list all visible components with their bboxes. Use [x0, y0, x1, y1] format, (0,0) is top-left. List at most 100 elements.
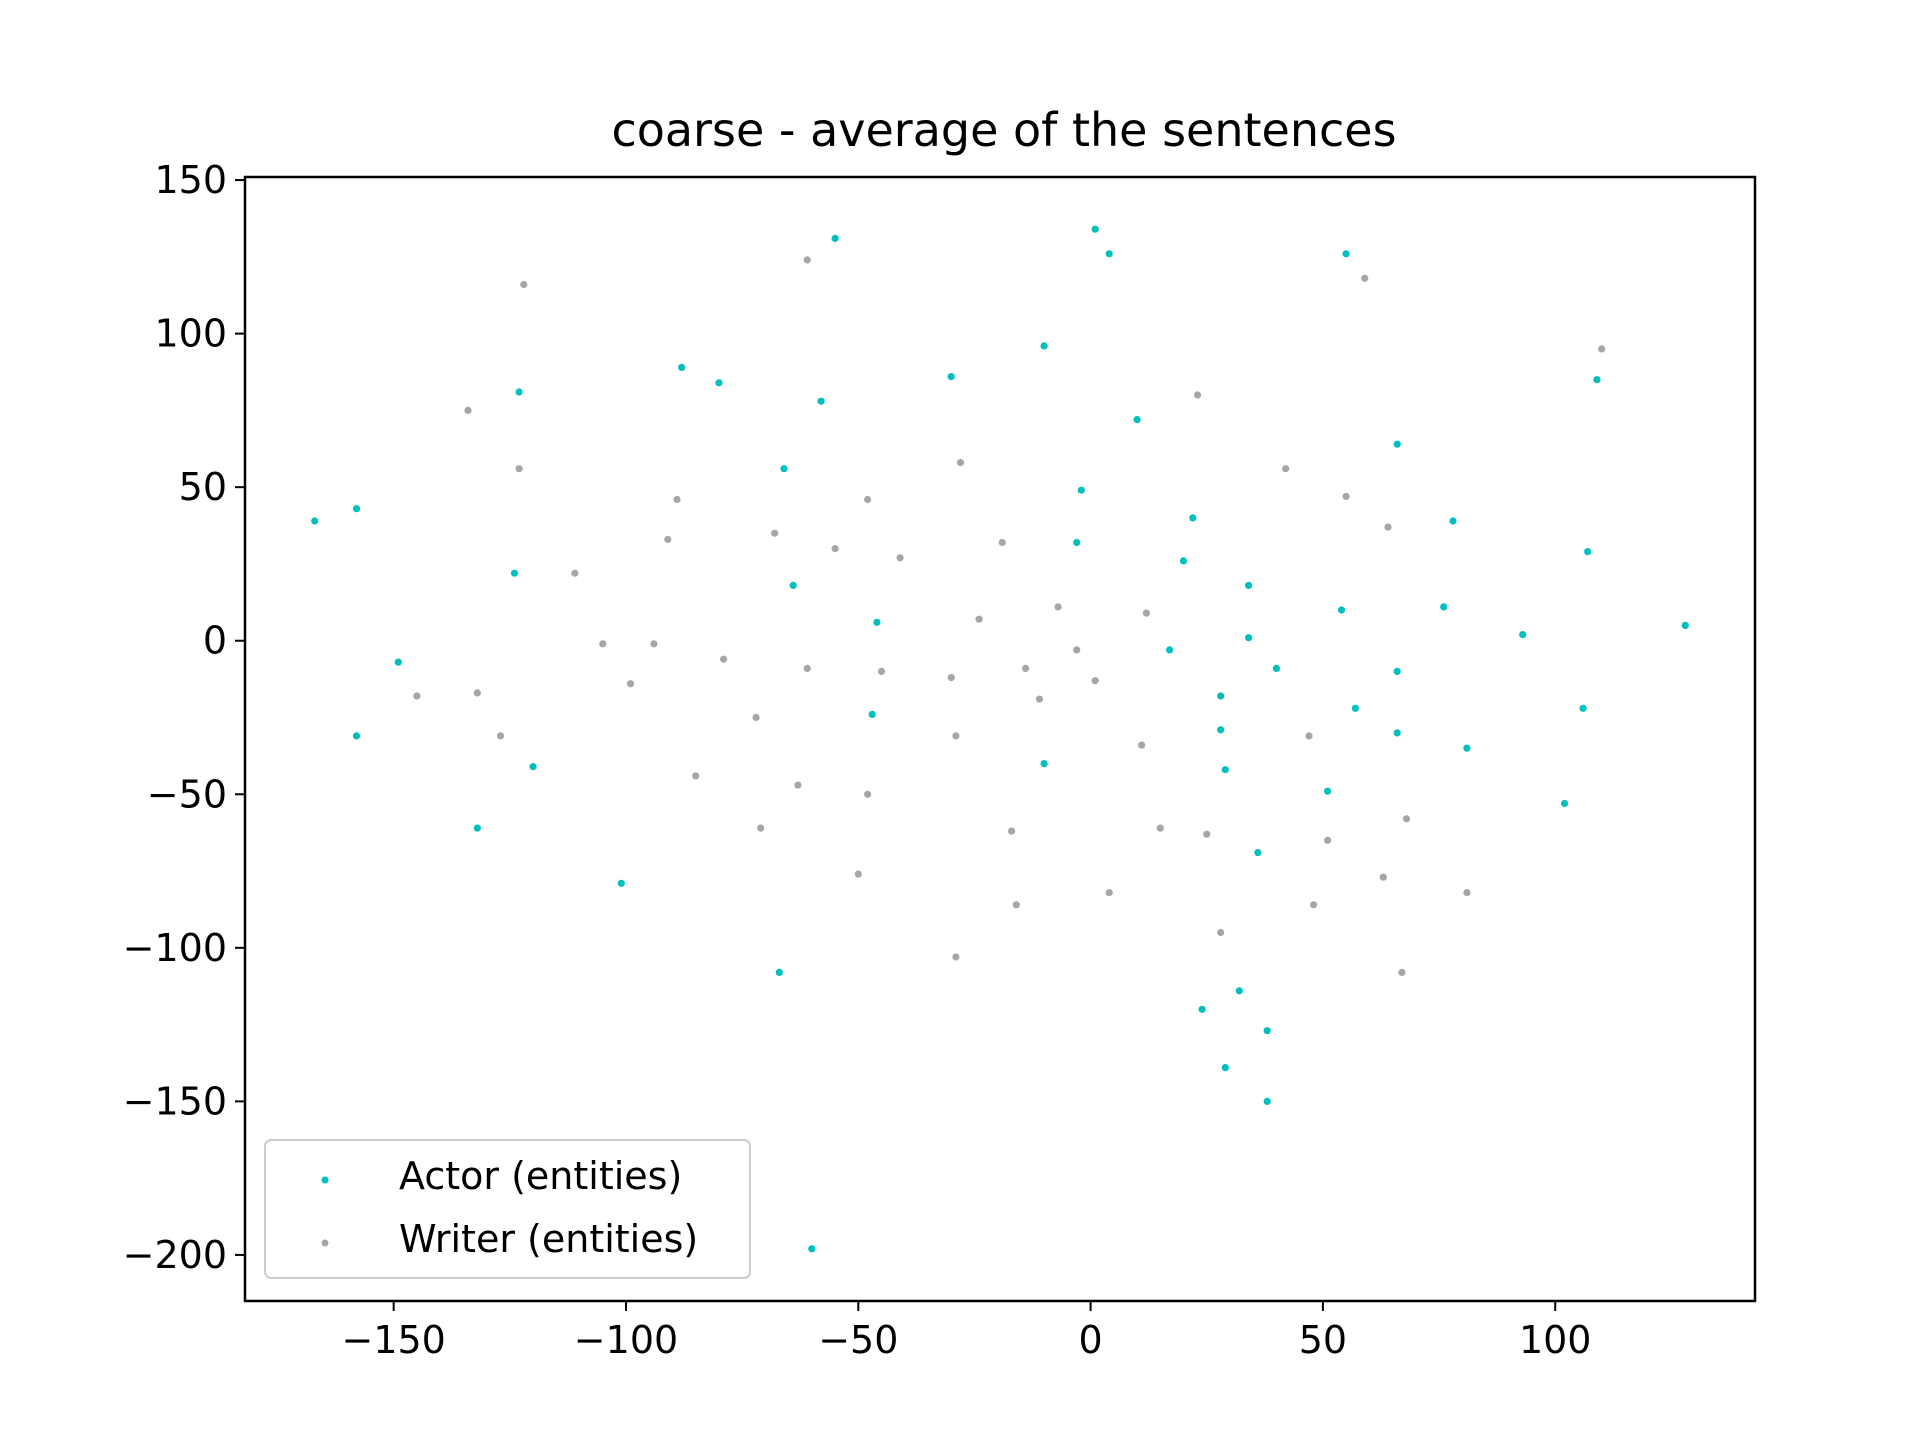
point-writer-2 — [1361, 274, 1369, 282]
chart-title: coarse - average of the sentences — [611, 103, 1396, 157]
point-writer-41 — [794, 781, 802, 789]
point-writer-27 — [877, 667, 886, 676]
y-tick-label: −100 — [123, 926, 227, 970]
point-writer-54 — [1310, 901, 1318, 909]
point-actor-42 — [1463, 744, 1471, 752]
point-actor-38 — [868, 710, 876, 719]
point-actor-24 — [1245, 581, 1253, 590]
point-actor-28 — [1681, 621, 1689, 630]
point-actor-51 — [775, 968, 783, 977]
point-actor-39 — [1217, 726, 1225, 734]
point-writer-26 — [803, 664, 811, 673]
point-actor-13 — [780, 465, 788, 473]
point-writer-3 — [1598, 345, 1606, 353]
point-writer-24 — [1073, 646, 1081, 654]
point-actor-37 — [1579, 704, 1587, 712]
point-actor-43 — [1040, 760, 1048, 768]
point-writer-36 — [496, 732, 505, 740]
point-writer-49 — [854, 870, 862, 878]
point-writer-5 — [464, 406, 472, 414]
point-actor-41 — [352, 732, 361, 740]
point-actor-9 — [515, 388, 523, 396]
point-actor-45 — [1221, 766, 1229, 774]
legend-marker-writer — [321, 1239, 329, 1247]
y-tick-label: −50 — [147, 772, 227, 816]
point-actor-27 — [873, 618, 881, 626]
point-writer-17 — [896, 554, 904, 562]
point-writer-6 — [956, 459, 965, 467]
point-actor-8 — [817, 397, 825, 405]
point-writer-52 — [1463, 889, 1471, 897]
point-actor-20 — [1584, 548, 1592, 556]
point-actor-50 — [617, 879, 625, 887]
point-writer-38 — [1305, 732, 1313, 740]
point-writer-22 — [599, 640, 607, 648]
point-writer-10 — [864, 495, 872, 504]
point-actor-29 — [1519, 631, 1527, 639]
point-writer-31 — [627, 680, 635, 688]
point-writer-45 — [757, 824, 765, 832]
x-axis: −150 −100 −50 0 50 100 — [341, 1301, 1591, 1362]
point-writer-34 — [1035, 695, 1044, 703]
point-actor-33 — [1272, 664, 1280, 673]
point-writer-55 — [1217, 928, 1225, 937]
y-tick-label: 50 — [179, 465, 227, 509]
point-actor-26 — [1337, 606, 1346, 614]
point-writer-44 — [1156, 824, 1164, 832]
point-actor-10 — [1593, 376, 1601, 384]
point-actor-32 — [394, 658, 402, 666]
point-actor-15 — [352, 505, 361, 513]
legend: Actor (entities) Writer (entities) — [264, 1139, 751, 1279]
point-actor-22 — [510, 569, 519, 577]
point-actor-16 — [1077, 486, 1085, 494]
point-actor-23 — [789, 581, 797, 590]
point-actor-4 — [1040, 342, 1048, 350]
point-actor-1 — [1091, 225, 1099, 233]
point-actor-53 — [1198, 1005, 1206, 1013]
x-tick-label: −50 — [818, 1318, 898, 1362]
point-writer-9 — [673, 495, 681, 504]
point-writer-30 — [1091, 677, 1099, 685]
point-actor-6 — [715, 379, 723, 387]
point-actor-55 — [1221, 1064, 1229, 1072]
points-layer — [311, 225, 1689, 1253]
plot-area-frame — [243, 175, 1757, 1303]
point-writer-42 — [864, 790, 872, 798]
point-writer-51 — [1105, 889, 1113, 897]
point-writer-19 — [1054, 603, 1062, 611]
point-actor-21 — [1179, 557, 1188, 565]
point-actor-12 — [1393, 440, 1401, 448]
point-writer-0 — [803, 256, 811, 264]
point-writer-20 — [975, 615, 983, 623]
point-writer-25 — [720, 655, 728, 663]
x-tick-label: −150 — [341, 1318, 445, 1362]
y-tick-label: 100 — [154, 312, 227, 356]
point-writer-37 — [952, 732, 960, 740]
point-writer-15 — [998, 538, 1006, 547]
point-writer-14 — [664, 535, 672, 544]
point-actor-49 — [1254, 849, 1262, 857]
point-actor-11 — [1133, 416, 1141, 424]
point-writer-23 — [650, 640, 658, 648]
point-actor-57 — [808, 1245, 816, 1253]
point-actor-48 — [473, 824, 481, 832]
legend-label-writer: Writer (entities) — [399, 1217, 698, 1261]
y-tick-label: 0 — [203, 619, 227, 663]
point-writer-32 — [413, 692, 421, 700]
point-actor-25 — [1440, 603, 1448, 611]
point-writer-8 — [515, 465, 523, 473]
legend-box — [264, 1139, 751, 1279]
point-actor-2 — [1105, 250, 1113, 258]
point-actor-17 — [1189, 514, 1197, 522]
x-tick-label: −100 — [574, 1318, 678, 1362]
point-writer-4 — [1193, 391, 1202, 399]
point-actor-30 — [1245, 634, 1253, 642]
point-writer-16 — [831, 545, 839, 553]
point-writer-21 — [1142, 609, 1150, 617]
point-writer-33 — [473, 689, 481, 697]
point-writer-50 — [1379, 873, 1387, 881]
point-actor-54 — [1263, 1027, 1271, 1035]
point-writer-47 — [1203, 830, 1211, 838]
point-actor-5 — [947, 373, 955, 381]
